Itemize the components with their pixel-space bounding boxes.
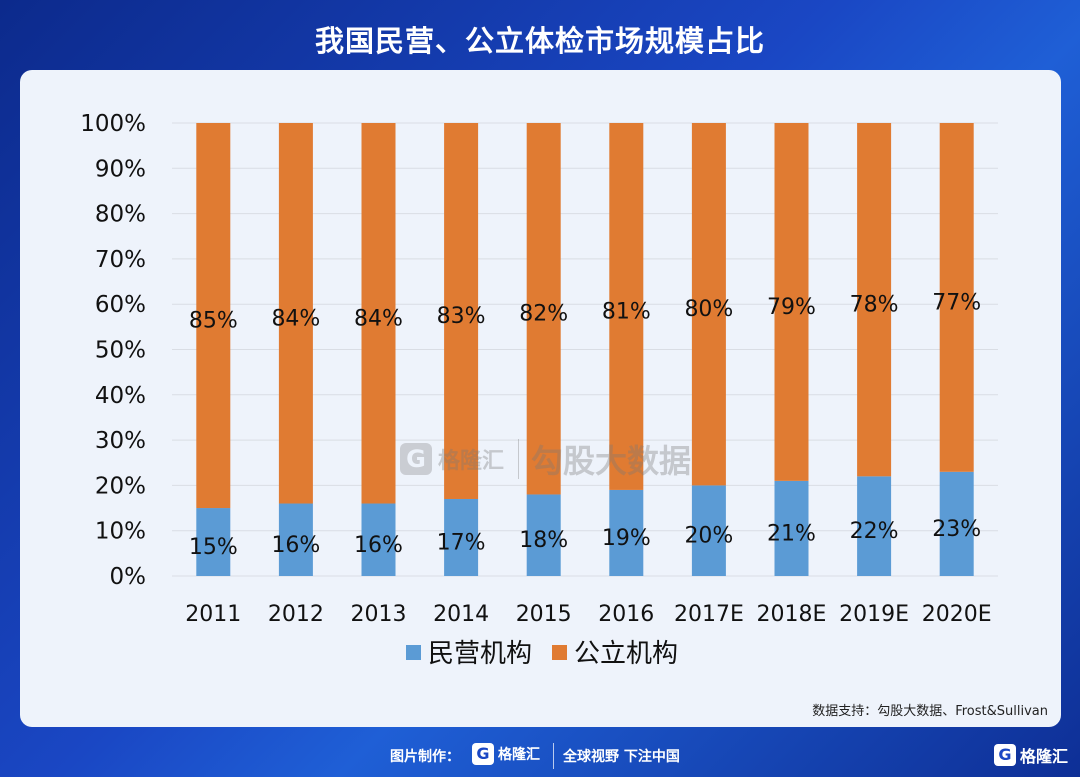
bar-segment [774, 123, 809, 481]
legend-swatch [552, 645, 567, 660]
bar-segment [278, 123, 313, 504]
corner-g-logo-icon: G [994, 744, 1016, 766]
footer-divider [553, 743, 554, 769]
legend-label: 公立机构 [574, 639, 678, 669]
x-tick-label: 2019E [839, 602, 909, 627]
footer-slogan: 全球视野 下注中国 [563, 749, 680, 765]
data-label: 84% [271, 306, 320, 331]
y-tick-label: 90% [95, 156, 146, 182]
footer-logo-text: 格隆汇 [498, 747, 540, 763]
data-label: 21% [767, 521, 816, 546]
bar-segment [444, 123, 479, 499]
legend-swatch [406, 645, 421, 660]
data-label: 15% [189, 535, 238, 560]
x-tick-label: 2015 [516, 602, 572, 627]
data-label: 79% [767, 295, 816, 320]
footer: 图片制作： G 格隆汇 全球视野 下注中国 G 格隆汇 [0, 739, 1080, 777]
data-label: 82% [519, 302, 568, 327]
x-tick-label: 2014 [433, 602, 489, 627]
data-label: 20% [684, 524, 733, 549]
data-label: 80% [684, 297, 733, 322]
y-tick-label: 10% [95, 519, 146, 545]
page-title: 我国民营、公立体检市场规模占比 [314, 24, 765, 58]
y-tick-label: 100% [80, 111, 146, 137]
x-tick-label: 2018E [757, 602, 827, 627]
x-tick-label: 2013 [351, 602, 407, 627]
corner-logo: G 格隆汇 [994, 743, 1068, 767]
bar-segment [691, 485, 726, 576]
bar-segment [444, 498, 479, 576]
footer-logo: G 格隆汇 [472, 743, 540, 765]
watermark-text: 勾股大数据 [531, 442, 692, 480]
chart-panel: 0% 10% 20% 30% 40% 50% 60% 70% 80% 90% 100% 15% 85% 2… [20, 70, 1061, 727]
bar-segment [774, 480, 809, 576]
stacked-bar-chart: 0% 10% 20% 30% 40% 50% 60% 70% 80% 90% 100% 15% 85% 2… [80, 111, 998, 669]
bar-segment [526, 494, 561, 576]
bar-segment [691, 123, 726, 486]
bar-segment [526, 123, 561, 495]
y-tick-label: 50% [95, 338, 146, 364]
x-tick-label: 2011 [185, 602, 241, 627]
bar-segment [857, 123, 892, 477]
bar-segment [196, 123, 231, 509]
y-tick-label: 20% [95, 473, 146, 499]
y-tick-label: 80% [95, 202, 146, 228]
data-label: 85% [189, 309, 238, 334]
y-tick-label: 70% [95, 247, 146, 273]
g-logo-icon: G [472, 743, 494, 765]
data-label: 78% [850, 293, 899, 318]
bar-segment [361, 123, 396, 504]
y-tick-label: 40% [95, 383, 146, 409]
bar-segment [857, 476, 892, 576]
data-label: 84% [354, 306, 403, 331]
data-label: 18% [519, 528, 568, 553]
data-label: 16% [354, 533, 403, 558]
data-label: 83% [437, 304, 486, 329]
bar-segment [609, 489, 644, 576]
bar-segment [939, 123, 974, 472]
bar-segment [196, 508, 231, 576]
x-tick-label: 2017E [674, 602, 744, 627]
bar-segment [939, 471, 974, 576]
watermark: G 格隆汇 勾股大数据 [400, 436, 691, 482]
watermark-logo-text: 格隆汇 [438, 449, 505, 474]
data-label: 23% [932, 517, 981, 542]
data-label: 22% [850, 519, 899, 544]
data-label: 16% [271, 533, 320, 558]
data-label: 19% [602, 526, 651, 551]
bar-segment [278, 503, 313, 576]
x-tick-label: 2020E [922, 602, 992, 627]
watermark-divider [518, 439, 520, 479]
y-tick-label: 30% [95, 428, 146, 454]
bar-segment [361, 503, 396, 576]
watermark-logo-icon: G [400, 443, 432, 475]
data-label: 77% [932, 290, 981, 315]
x-tick-label: 2016 [598, 602, 654, 627]
y-tick-label: 60% [95, 292, 146, 318]
made-by-label: 图片制作： [390, 749, 460, 765]
data-label: 17% [437, 530, 486, 555]
x-tick-label: 2012 [268, 602, 324, 627]
y-tick-label: 0% [110, 564, 147, 590]
source-note: 数据支持：勾股大数据、Frost&Sullivan [812, 704, 1048, 719]
legend-label: 民营机构 [428, 639, 532, 669]
bar-segment [609, 123, 644, 490]
data-label: 81% [602, 299, 651, 324]
corner-logo-text: 格隆汇 [1020, 747, 1069, 766]
